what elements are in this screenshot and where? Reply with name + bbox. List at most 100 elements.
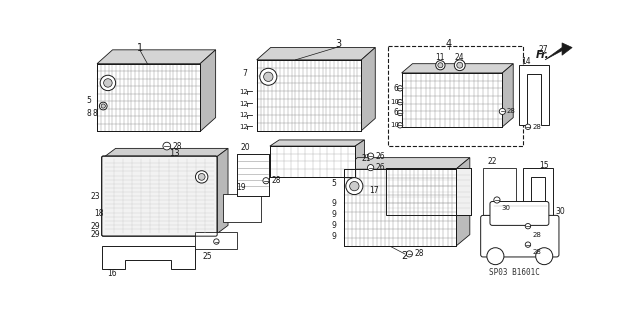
Polygon shape <box>270 140 364 146</box>
Circle shape <box>100 75 116 91</box>
Text: 9: 9 <box>331 232 336 241</box>
Text: 19: 19 <box>236 183 245 192</box>
FancyBboxPatch shape <box>102 156 217 236</box>
Text: 11: 11 <box>435 53 444 62</box>
Circle shape <box>487 248 504 265</box>
Circle shape <box>367 165 374 171</box>
Bar <box>257 60 362 131</box>
Circle shape <box>457 62 463 68</box>
Polygon shape <box>257 48 375 60</box>
Text: 5: 5 <box>331 179 336 188</box>
Polygon shape <box>545 43 572 60</box>
Polygon shape <box>200 50 216 131</box>
Bar <box>237 154 269 196</box>
Polygon shape <box>103 148 228 158</box>
Circle shape <box>349 182 359 191</box>
Text: 7: 7 <box>243 69 248 78</box>
Bar <box>270 146 355 177</box>
Circle shape <box>264 72 273 81</box>
Circle shape <box>397 100 403 105</box>
Circle shape <box>346 178 363 195</box>
Circle shape <box>499 108 506 115</box>
Text: 4: 4 <box>446 40 452 49</box>
Text: 15: 15 <box>539 161 548 170</box>
Circle shape <box>525 242 531 247</box>
Text: 8: 8 <box>92 109 97 118</box>
Circle shape <box>104 79 112 87</box>
Polygon shape <box>216 148 228 235</box>
Text: 9: 9 <box>331 199 336 208</box>
Circle shape <box>195 171 208 183</box>
Text: 28: 28 <box>532 232 541 238</box>
Polygon shape <box>355 140 364 177</box>
Circle shape <box>198 174 205 180</box>
Text: 28: 28 <box>532 124 541 130</box>
Text: 30: 30 <box>502 205 511 211</box>
Text: 27: 27 <box>538 45 548 54</box>
Text: 21: 21 <box>362 154 371 163</box>
Text: 12: 12 <box>239 101 248 107</box>
Bar <box>402 73 502 127</box>
Text: 8: 8 <box>86 109 91 118</box>
Text: 14: 14 <box>521 57 531 66</box>
Polygon shape <box>520 65 549 125</box>
Text: 29: 29 <box>91 222 100 231</box>
Polygon shape <box>456 158 470 246</box>
Text: 9: 9 <box>331 221 336 230</box>
Bar <box>344 169 456 246</box>
Bar <box>97 64 200 131</box>
Text: 5: 5 <box>86 96 91 105</box>
Bar <box>270 146 355 177</box>
Circle shape <box>494 197 500 203</box>
Bar <box>223 194 260 221</box>
Bar <box>388 46 524 146</box>
Text: 26: 26 <box>375 152 385 160</box>
Circle shape <box>214 239 219 244</box>
Polygon shape <box>362 48 375 131</box>
Circle shape <box>406 251 412 257</box>
Bar <box>344 169 456 246</box>
Text: 23: 23 <box>91 192 100 201</box>
Text: Fr.: Fr. <box>536 50 549 60</box>
Text: 28: 28 <box>271 176 281 185</box>
Text: 13: 13 <box>169 149 180 158</box>
Text: 22: 22 <box>488 157 497 166</box>
Text: 6: 6 <box>394 84 399 93</box>
Text: 29: 29 <box>91 230 100 239</box>
Circle shape <box>99 102 107 110</box>
Polygon shape <box>502 64 513 127</box>
Bar <box>386 168 472 215</box>
Bar <box>97 64 200 131</box>
Text: 6: 6 <box>394 108 399 117</box>
Circle shape <box>101 104 106 108</box>
Text: 28: 28 <box>414 249 424 258</box>
Circle shape <box>260 68 277 85</box>
Text: 28: 28 <box>532 249 541 255</box>
Polygon shape <box>344 158 470 169</box>
Text: 26: 26 <box>375 163 385 172</box>
Text: 24: 24 <box>454 53 464 62</box>
Circle shape <box>367 153 374 159</box>
Bar <box>483 168 516 215</box>
Text: 2: 2 <box>402 251 408 261</box>
Text: 12: 12 <box>239 89 248 95</box>
Circle shape <box>263 178 269 184</box>
Text: 25: 25 <box>202 252 212 262</box>
Text: 20: 20 <box>241 143 250 152</box>
Polygon shape <box>524 168 553 221</box>
Text: SP03 B1601C: SP03 B1601C <box>489 268 540 277</box>
Circle shape <box>536 248 553 265</box>
Polygon shape <box>402 64 513 73</box>
Text: 18: 18 <box>94 209 104 218</box>
FancyBboxPatch shape <box>490 202 549 226</box>
Text: 16: 16 <box>107 269 116 278</box>
Circle shape <box>525 224 531 229</box>
Text: 28: 28 <box>506 108 515 115</box>
Text: 28: 28 <box>172 142 182 151</box>
Circle shape <box>454 60 465 70</box>
Polygon shape <box>97 50 216 64</box>
Circle shape <box>397 110 403 116</box>
Polygon shape <box>102 246 195 269</box>
Bar <box>386 168 472 215</box>
Text: 1: 1 <box>137 42 143 53</box>
